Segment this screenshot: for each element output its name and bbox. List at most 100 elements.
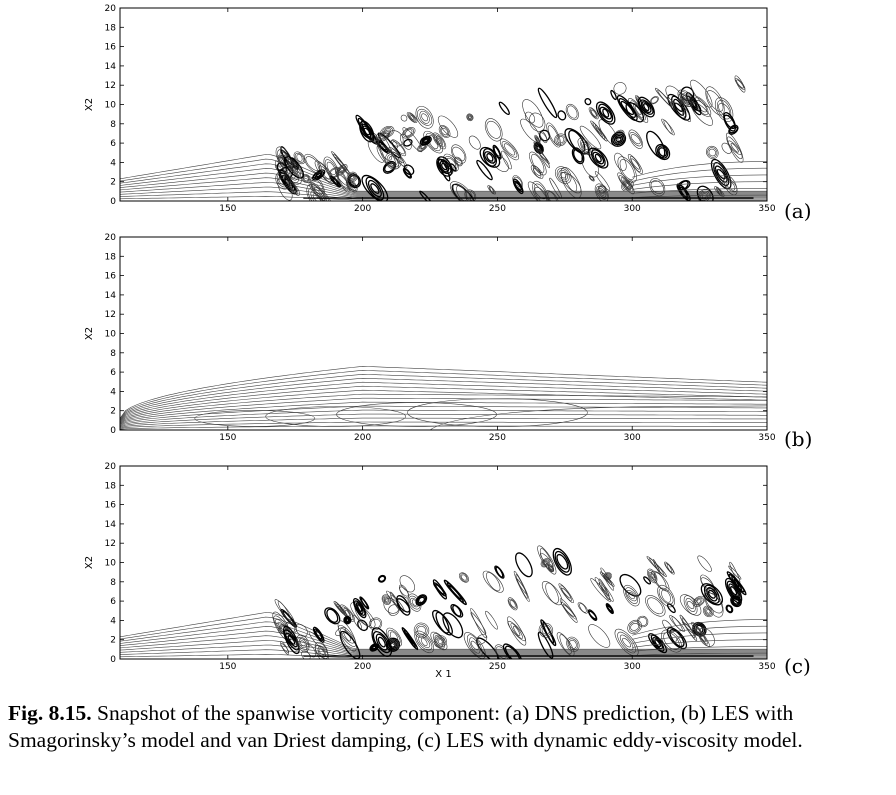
contour-line	[463, 632, 486, 659]
contour-line	[682, 97, 687, 103]
contour-line	[442, 612, 464, 639]
contour-line	[338, 624, 357, 647]
contour-line	[345, 618, 350, 622]
contour-line	[619, 159, 635, 180]
contour-line	[315, 645, 329, 659]
contour-line	[337, 620, 357, 652]
contour-line	[516, 578, 528, 595]
contour-line	[540, 624, 552, 637]
y-tick-label: 10	[105, 101, 117, 111]
contour-line	[650, 96, 658, 104]
x-tick-label: 350	[758, 433, 775, 443]
contour-line	[314, 641, 329, 659]
contour-line	[676, 183, 691, 201]
contour-line	[350, 602, 376, 628]
contour-line	[540, 558, 551, 568]
contour-line	[554, 550, 571, 573]
contour-line	[120, 163, 767, 194]
contour-line	[120, 635, 767, 655]
contour-line	[120, 373, 767, 421]
contour-line	[589, 176, 594, 181]
contour-line	[671, 616, 683, 631]
contour-line	[655, 143, 671, 161]
contour-line	[407, 113, 417, 122]
contour-line	[120, 397, 767, 425]
contour-line	[381, 594, 392, 605]
contour-line	[588, 624, 611, 648]
contour-line	[567, 105, 578, 119]
contour-line	[679, 614, 698, 641]
contour-line	[306, 184, 328, 201]
contour-line	[448, 584, 463, 600]
contour-line	[295, 623, 308, 637]
contour-line	[401, 127, 416, 139]
contour-line	[410, 115, 414, 120]
y-axis-label: X2	[84, 327, 95, 340]
contour-line	[538, 622, 554, 638]
panel-label: (c)	[784, 654, 811, 678]
contour-line	[316, 172, 322, 178]
contour-line	[697, 555, 712, 572]
contour-line	[556, 168, 570, 183]
y-tick-label: 2	[110, 636, 116, 646]
contour-line	[559, 634, 572, 655]
contour-line	[375, 633, 388, 651]
contour-line	[507, 620, 526, 642]
contour-line	[647, 570, 657, 582]
contour-line	[416, 633, 433, 651]
contour-line	[499, 138, 520, 161]
panel-label: (a)	[784, 199, 812, 223]
y-tick-label: 8	[110, 349, 116, 359]
contour-line	[648, 572, 656, 580]
contour-line	[484, 118, 503, 142]
contour-line	[419, 190, 433, 201]
contour-line	[632, 167, 767, 182]
contour-line	[120, 182, 767, 198]
contour-line	[679, 186, 688, 198]
contour-line	[646, 130, 666, 159]
contour-line	[441, 128, 449, 136]
contour-line	[456, 185, 468, 201]
contour-line	[317, 646, 326, 658]
contour-line	[341, 606, 354, 620]
contour-line	[120, 389, 767, 424]
y-tick-label: 12	[105, 310, 116, 320]
contour-line	[714, 97, 734, 122]
contour-line	[705, 608, 712, 615]
contour-line	[590, 578, 612, 602]
y-tick-label: 8	[110, 578, 116, 588]
contour-line	[628, 592, 635, 600]
x-tick-label: 250	[489, 204, 506, 214]
contour-line	[731, 596, 741, 607]
contour-line	[632, 632, 767, 644]
contour-line	[657, 89, 673, 107]
contour-line	[324, 159, 338, 178]
contour-line	[389, 631, 399, 644]
contour-line	[594, 171, 611, 191]
y-tick-label: 6	[110, 368, 116, 378]
contour-line	[717, 189, 721, 194]
contour-line	[278, 175, 288, 186]
contour-line	[509, 600, 516, 608]
contour-line	[414, 630, 434, 654]
contour-line	[332, 177, 339, 186]
y-tick-label: 18	[105, 481, 117, 491]
contour-line	[545, 190, 559, 201]
contour-line	[716, 188, 722, 196]
contour-line	[630, 134, 641, 145]
contour-line	[277, 600, 292, 622]
contour-line	[561, 587, 572, 599]
contour-line	[680, 96, 689, 105]
contour-line	[697, 189, 712, 201]
y-tick-label: 20	[105, 462, 117, 472]
contour-line	[298, 638, 307, 649]
contour-line	[318, 648, 325, 656]
contour-line	[679, 594, 702, 616]
contour-line	[547, 125, 560, 145]
contour-line	[387, 629, 401, 645]
contour-line	[315, 629, 323, 640]
contour-line	[308, 187, 326, 201]
contour-line	[470, 612, 487, 635]
y-tick-label: 14	[105, 520, 117, 530]
contour-line	[648, 633, 668, 654]
